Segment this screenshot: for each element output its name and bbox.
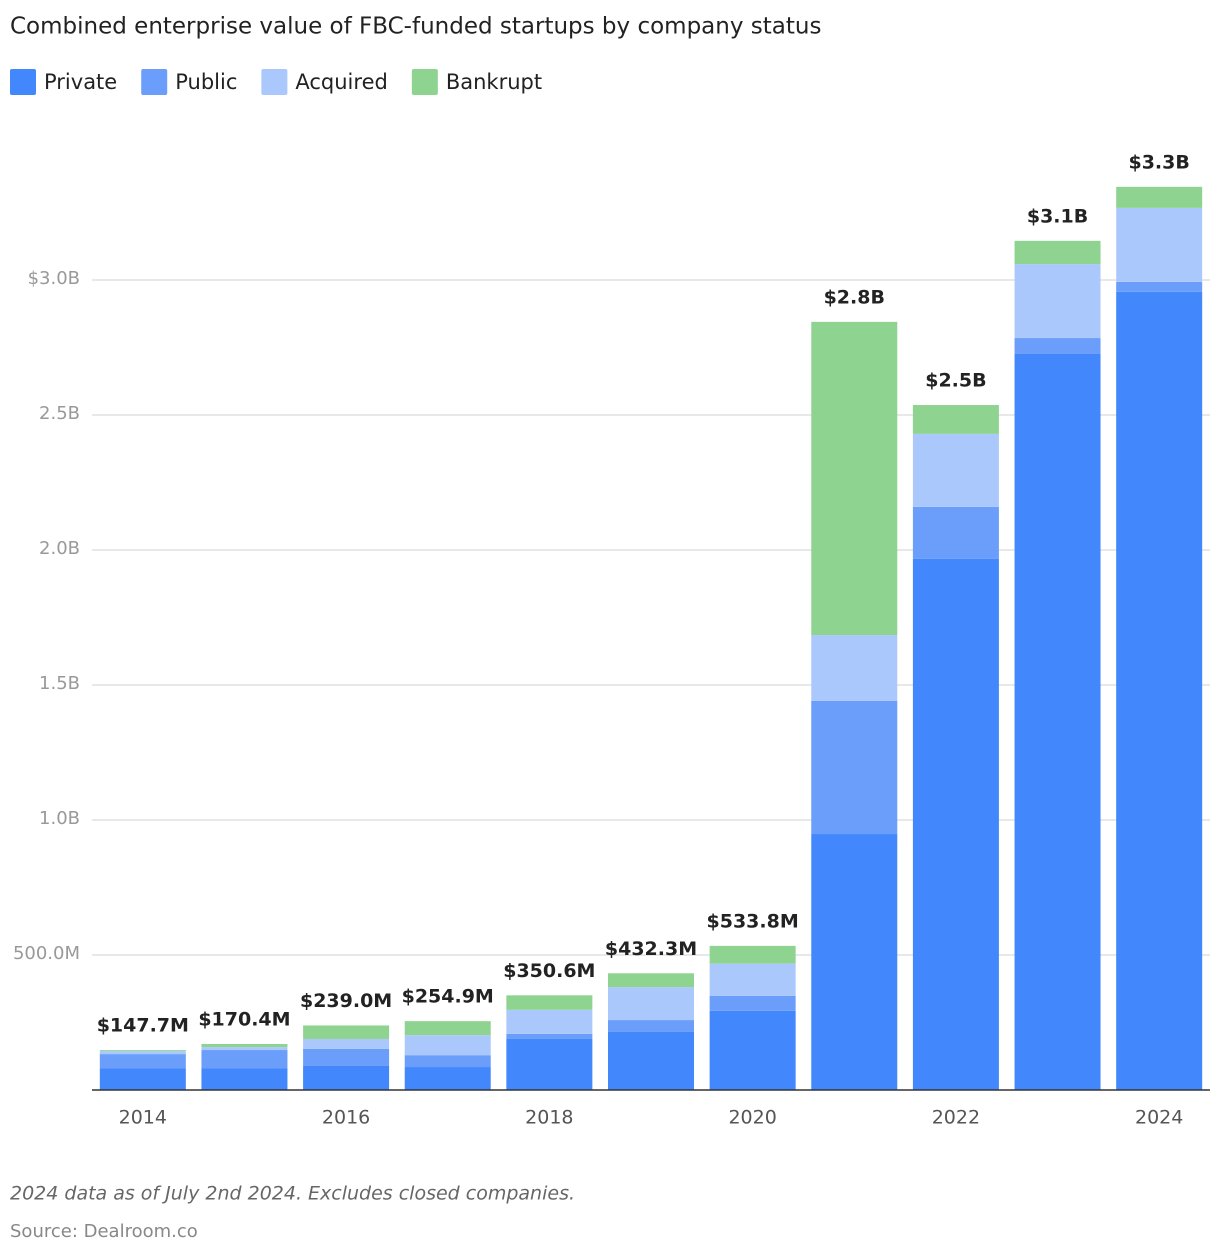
legend-swatch <box>411 69 438 95</box>
chart-title: Combined enterprise value of FBC-funded … <box>10 14 821 40</box>
bar-segment <box>506 995 593 1010</box>
bar-segment <box>1014 240 1101 265</box>
bar-segment <box>709 1010 796 1090</box>
total-label: $432.3M <box>605 938 697 960</box>
bar-segment <box>608 1031 694 1090</box>
bar-segment <box>1014 264 1101 339</box>
total-label: $2.8B <box>824 286 885 308</box>
bar-segment <box>506 1033 593 1039</box>
bar-segment <box>506 1038 593 1090</box>
bar-segment <box>99 1050 186 1052</box>
legend-label: Bankrupt <box>446 70 542 94</box>
y-tick-label: 1.5B <box>39 673 80 694</box>
bar-segment <box>201 1047 288 1051</box>
bar-segment <box>1116 207 1203 282</box>
total-label: $254.9M <box>402 986 494 1008</box>
x-tick-label: 2022 <box>932 1107 980 1129</box>
legend-label: Public <box>175 70 237 94</box>
x-tick-label: 2014 <box>119 1107 167 1129</box>
total-label: $533.8M <box>707 910 799 932</box>
legend-swatch <box>10 69 36 95</box>
total-label: $239.0M <box>300 990 392 1012</box>
bar-segment <box>608 1020 694 1032</box>
bar-segment <box>912 405 999 434</box>
bar-segment <box>811 834 898 1090</box>
bar-segment <box>912 506 999 559</box>
bar-segment <box>506 1009 593 1034</box>
bar-segment <box>811 700 898 835</box>
bar-segment <box>811 635 898 701</box>
bar-segment <box>608 987 694 1021</box>
total-label: $2.5B <box>925 370 986 392</box>
x-tick-label: 2024 <box>1135 1107 1183 1129</box>
bar-segment <box>709 945 796 964</box>
y-tick-label: 2.5B <box>39 403 80 424</box>
bar-segment <box>303 1025 390 1039</box>
bar-segment <box>303 1048 390 1066</box>
total-label: $147.7M <box>97 1015 189 1037</box>
y-tick-label: 500.0M <box>13 943 80 964</box>
y-tick-label: 2.0B <box>39 538 80 559</box>
bar-segment <box>303 1065 390 1090</box>
x-tick-label: 2016 <box>322 1107 370 1129</box>
bar-segment <box>99 1051 186 1055</box>
total-label: $170.4M <box>198 1008 290 1030</box>
bar-segment <box>201 1043 288 1048</box>
bar-segment <box>99 1054 186 1069</box>
legend-label: Acquired <box>295 70 387 94</box>
total-label: $3.3B <box>1128 151 1189 173</box>
y-tick-label: $3.0B <box>28 268 80 289</box>
bar-segment <box>99 1068 186 1090</box>
bar-segment <box>1014 353 1101 1091</box>
bar-segment <box>404 1067 491 1090</box>
bar-segment <box>912 433 999 507</box>
legend-swatch <box>141 69 168 95</box>
legend-swatch <box>261 69 288 95</box>
bar-segment <box>404 1035 491 1056</box>
note: 2024 data as of July 2nd 2024. Excludes … <box>10 1183 575 1205</box>
bar-segment <box>201 1068 288 1090</box>
bar-segment <box>404 1021 491 1036</box>
bar-segment <box>1014 338 1101 354</box>
x-tick-label: 2018 <box>525 1107 573 1129</box>
bar-segment <box>303 1038 390 1049</box>
total-label: $350.6M <box>503 960 595 982</box>
bar-segment <box>201 1050 288 1069</box>
y-tick-label: 1.0B <box>39 808 80 829</box>
bar-segment <box>1116 186 1203 208</box>
bar-segment <box>608 973 694 988</box>
source: Source: Dealroom.co <box>10 1221 198 1242</box>
bar-segment <box>912 558 999 1090</box>
x-tick-label: 2020 <box>728 1107 776 1129</box>
legend-label: Private <box>44 70 117 94</box>
bar-segment <box>709 963 796 996</box>
bar-segment <box>811 321 898 636</box>
bar-segment <box>404 1055 491 1068</box>
total-label: $3.1B <box>1027 205 1088 227</box>
bar-segment <box>1116 281 1203 292</box>
bar-segment <box>709 995 796 1011</box>
bar-segment <box>1116 291 1203 1090</box>
